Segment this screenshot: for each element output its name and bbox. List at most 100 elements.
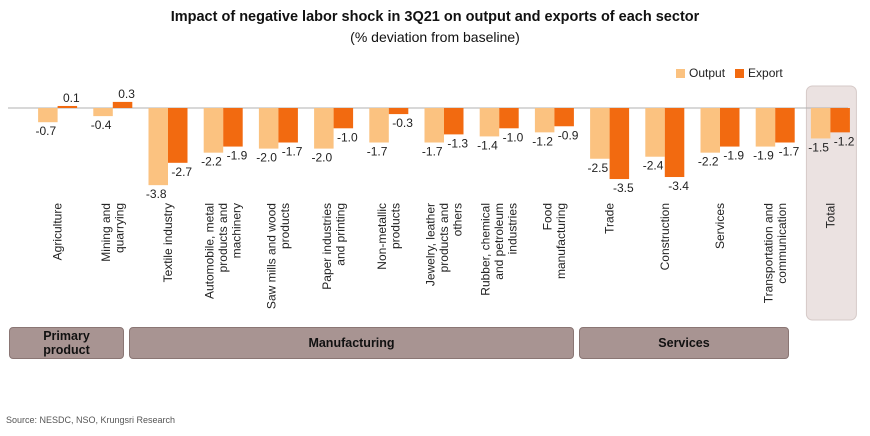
legend-item-output: Output	[676, 66, 725, 80]
bar-export	[223, 108, 243, 147]
data-label-export: -3.5	[613, 181, 634, 195]
data-label-export: -1.7	[779, 145, 800, 159]
chart-title: Impact of negative labor shock in 3Q21 o…	[170, 9, 700, 25]
data-label-export: -3.4	[668, 179, 689, 193]
group-services: Services	[579, 327, 789, 359]
data-label-output: -2.2	[201, 155, 222, 169]
data-label-export: -0.3	[392, 116, 413, 130]
category-label: Construction	[658, 203, 672, 270]
data-label-output: -0.7	[36, 124, 57, 138]
category-label-line: products	[389, 203, 403, 249]
data-label-output: -2.5	[588, 161, 609, 175]
bar-output	[38, 108, 58, 123]
category-label-line: Trade	[603, 203, 617, 234]
category-label-line: Agriculture	[51, 203, 65, 261]
category-label-line: Transportation and	[761, 203, 775, 303]
bar-export	[278, 108, 298, 143]
bar-output	[479, 108, 500, 137]
group-label-line: Manufacturing	[308, 336, 395, 350]
bar-output	[755, 108, 776, 147]
data-label-export: -0.9	[558, 128, 579, 142]
category-label: Non-metallicproducts	[375, 203, 403, 270]
category-label-line: products and	[437, 203, 451, 272]
bar-output	[534, 108, 555, 133]
category-label-line: others	[451, 203, 465, 236]
data-label-export: -1.0	[337, 130, 358, 144]
category-label: Foodmanufacturing	[541, 203, 569, 279]
bar-output	[93, 108, 113, 117]
bar-output	[314, 108, 334, 149]
data-label-output: -2.0	[312, 151, 333, 165]
data-label-export: -1.3	[447, 136, 468, 150]
group-label-line: Primary	[43, 329, 90, 343]
chart-legend: Output Export	[676, 66, 793, 80]
bar-export	[333, 108, 354, 129]
legend-swatch-export	[735, 68, 745, 78]
category-label-line: industries	[506, 203, 520, 254]
data-label-output: -1.9	[753, 149, 774, 163]
bar-export	[168, 108, 188, 163]
data-label-output: -1.7	[422, 145, 443, 159]
bar-export	[609, 108, 630, 180]
data-label-output: -2.4	[643, 159, 664, 173]
category-label-line: Construction	[658, 203, 672, 270]
data-label-export: -1.9	[227, 149, 248, 163]
category-label: Agriculture	[51, 203, 65, 261]
bar-export	[664, 108, 685, 178]
bar-export	[775, 108, 795, 143]
category-label: Services	[713, 203, 727, 249]
legend-label-output: Output	[689, 66, 726, 80]
data-label-output: -2.0	[256, 151, 277, 165]
bar-export	[499, 108, 519, 129]
data-label-output: -3.8	[146, 187, 167, 201]
data-label-export: 0.3	[118, 87, 135, 101]
category-label: Jewelry, leatherproducts andothers	[424, 203, 465, 286]
category-label-line: Paper industries	[320, 203, 334, 290]
category-label-line: Mining and	[99, 203, 113, 262]
category-label: Trade	[603, 203, 617, 234]
total-highlight	[805, 85, 857, 321]
bar-output	[148, 108, 168, 186]
chart-subtitle: (% deviation from baseline)	[350, 29, 520, 45]
data-label-export: -1.2	[834, 134, 855, 148]
category-label-line: Automobile, metal	[203, 203, 217, 299]
bar-export	[444, 108, 464, 135]
category-label: Automobile, metalproducts andmachinery	[203, 203, 244, 299]
group-manufacturing: Manufacturing	[129, 327, 574, 359]
data-label-export: -1.0	[503, 130, 524, 144]
data-label-output: -1.4	[477, 138, 498, 152]
data-label-output: -1.2	[532, 134, 553, 148]
category-label-line: Saw mills and wood	[265, 203, 279, 309]
category-label: Transportation andcommunication	[761, 203, 789, 303]
bar-output	[258, 108, 279, 149]
category-label-line: Textile industry	[161, 203, 175, 282]
data-label-output: -1.5	[808, 140, 829, 154]
group-primary-product: Primary product	[9, 327, 124, 359]
category-label: Rubber, chemicaland petroleumindustries	[479, 203, 520, 296]
category-label-line: products	[278, 203, 292, 249]
category-label-line: products and	[216, 203, 230, 272]
bar-output	[590, 108, 610, 159]
bar-output	[424, 108, 444, 143]
bar-export	[388, 108, 409, 115]
category-label: Saw mills and woodproducts	[265, 203, 293, 309]
category-label-line: Rubber, chemical	[479, 203, 493, 296]
group-label-line: product	[43, 343, 90, 357]
category-label-line: quarrying	[113, 203, 127, 253]
bar-export	[720, 108, 740, 147]
data-label-output: -2.2	[698, 155, 719, 169]
group-label-line: Services	[658, 336, 710, 350]
category-label-line: Non-metallic	[375, 203, 389, 270]
data-label-export: -2.7	[171, 165, 192, 179]
category-label-line: Total	[823, 203, 837, 228]
legend-label-export: Export	[748, 66, 783, 80]
source-note: Source: NESDC, NSO, Krungsri Research	[6, 415, 176, 425]
bar-output	[700, 108, 720, 153]
category-label-line: and petroleum	[492, 203, 506, 280]
category-label-line: communication	[775, 203, 789, 284]
category-label-line: Jewelry, leather	[424, 203, 438, 286]
category-label: Textile industry	[161, 203, 175, 282]
data-label-output: -0.4	[91, 118, 112, 132]
data-label-output: -1.7	[367, 145, 388, 159]
